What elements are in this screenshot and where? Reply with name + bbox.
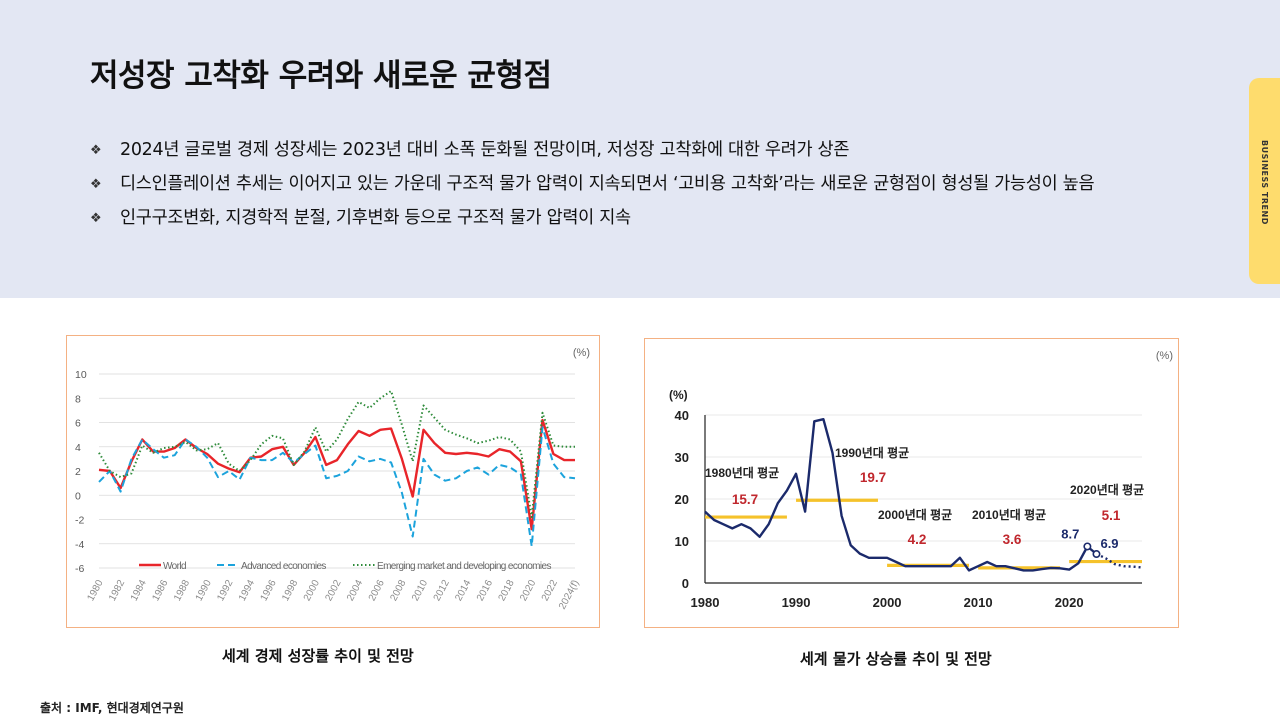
x-tick-label: 2016 <box>475 578 495 603</box>
growth-chart: (%) 10 8 6 4 2 0 -2 -4 -6 1980 1982 1984 1986 1988 1990… <box>66 335 600 628</box>
unit-label: (%) <box>669 388 688 402</box>
annotation-label: 6.9 <box>1100 536 1118 551</box>
diamond-bullet-icon: ❖ <box>90 177 102 192</box>
legend-label: World <box>163 561 186 572</box>
bullet-item: ❖ 인구구조변화, 지경학적 분절, 기후변화 등으로 구조적 물가 압력이 지속 <box>90 201 1170 235</box>
decade-average-value: 3.6 <box>1003 532 1022 547</box>
x-tick-label: 2002 <box>323 578 343 603</box>
y-tick-label: -4 <box>75 539 84 551</box>
x-tick-label: 1982 <box>107 578 127 603</box>
unit-label: (%) <box>1156 350 1173 362</box>
annotation-label: 8.7 <box>1061 526 1079 541</box>
x-tick-label: 1990 <box>782 595 811 610</box>
series-line <box>98 418 575 531</box>
diamond-bullet-icon: ❖ <box>90 211 102 226</box>
x-tick-label: 2014 <box>453 578 473 603</box>
inflation-chart-caption: 세계 물가 상승률 추이 및 전망 <box>800 650 992 668</box>
y-tick-label: 10 <box>675 534 689 549</box>
x-tick-label: 2008 <box>388 578 408 603</box>
y-tick-label: 8 <box>75 393 81 405</box>
y-tick-label: 0 <box>75 490 81 502</box>
decade-average-value: 5.1 <box>1102 508 1121 523</box>
x-tick-label: 2012 <box>432 578 452 603</box>
x-tick-label: 1980 <box>85 578 105 603</box>
x-tick-label: 2024(f) <box>557 578 582 611</box>
x-tick-label: 2004 <box>345 578 365 603</box>
decade-average-value: 15.7 <box>732 492 758 507</box>
x-tick-label: 1988 <box>172 578 192 603</box>
x-tick-label: 2020 <box>518 578 538 603</box>
annotation-marker <box>1083 542 1092 551</box>
x-tick-label: 2020 <box>1055 595 1084 610</box>
x-tick-label: 2000 <box>302 578 322 603</box>
header-band <box>0 0 1280 298</box>
x-tick-label: 1990 <box>194 578 214 603</box>
y-tick-label: 10 <box>75 369 87 381</box>
x-tick-label: 2000 <box>873 595 902 610</box>
unit-label: (%) <box>573 347 590 359</box>
y-tick-label: 40 <box>675 408 689 423</box>
y-tick-label: 2 <box>75 466 81 478</box>
x-tick-label: 1996 <box>259 578 279 603</box>
series-line <box>1095 552 1143 569</box>
side-tab-label: BUSINESS TREND <box>1260 140 1269 225</box>
decade-average-title: 2010년대 평균 <box>972 508 1046 522</box>
diamond-bullet-icon: ❖ <box>90 143 102 158</box>
series-line <box>704 417 1098 572</box>
y-tick-label: 0 <box>682 576 689 591</box>
decade-average-title: 2000년대 평균 <box>878 508 952 522</box>
x-tick-label: 1994 <box>237 578 257 603</box>
decade-average-value: 4.2 <box>908 532 927 547</box>
annotation-marker <box>1092 550 1101 559</box>
growth-chart-caption: 세계 경제 성장률 추이 및 전망 <box>222 647 414 665</box>
x-tick-label: 2010 <box>964 595 993 610</box>
y-tick-label: -6 <box>75 563 84 575</box>
y-tick-label: 20 <box>675 492 689 507</box>
inflation-chart: (%) (%) 40 30 20 10 0 1980 1990 2000 2010 2020 8.7 6.… <box>644 338 1179 628</box>
decade-average-title: 1980년대 평균 <box>705 466 779 480</box>
bullet-list: ❖ 2024년 글로벌 경제 성장세는 2023년 대비 소폭 둔화될 전망이며,… <box>90 133 1170 235</box>
bullet-item: ❖ 디스인플레이션 추세는 이어지고 있는 가운데 구조적 물가 압력이 지속되면… <box>90 167 1170 201</box>
page-title: 저성장 고착화 우려와 새로운 균형점 <box>90 58 552 94</box>
y-tick-label: 6 <box>75 418 81 430</box>
decade-average-title: 2020년대 평균 <box>1070 483 1144 497</box>
x-tick-label: 1998 <box>280 578 300 603</box>
legend-label: Emerging market and developing economies <box>377 561 551 572</box>
y-tick-label: 30 <box>675 450 689 465</box>
x-tick-label: 2022 <box>540 578 560 603</box>
y-tick-label: 4 <box>75 442 81 454</box>
bullet-item: ❖ 2024년 글로벌 경제 성장세는 2023년 대비 소폭 둔화될 전망이며,… <box>90 133 1170 167</box>
legend-label: Advanced economies <box>241 561 326 572</box>
side-tab[interactable] <box>1249 78 1280 284</box>
bullet-text: 인구구조변화, 지경학적 분절, 기후변화 등으로 구조적 물가 압력이 지속 <box>120 208 631 228</box>
x-tick-label: 2018 <box>497 578 517 603</box>
series-line <box>98 426 576 548</box>
bullet-text: 디스인플레이션 추세는 이어지고 있는 가운데 구조적 물가 압력이 지속되면서… <box>120 174 1095 194</box>
y-tick-label: -2 <box>75 515 84 527</box>
series-line <box>98 390 575 519</box>
x-tick-label: 1992 <box>215 578 235 603</box>
x-tick-label: 1984 <box>129 578 149 603</box>
bullet-text: 2024년 글로벌 경제 성장세는 2023년 대비 소폭 둔화될 전망이며, … <box>120 140 850 160</box>
decade-average-title: 1990년대 평균 <box>835 446 909 460</box>
x-tick-label: 2010 <box>410 578 430 603</box>
x-tick-label: 1980 <box>691 595 720 610</box>
source-note: 출처 : IMF, 현대경제연구원 <box>40 701 184 715</box>
decade-average-value: 19.7 <box>860 470 886 485</box>
x-tick-label: 2006 <box>367 578 387 603</box>
x-tick-label: 1986 <box>150 578 170 603</box>
